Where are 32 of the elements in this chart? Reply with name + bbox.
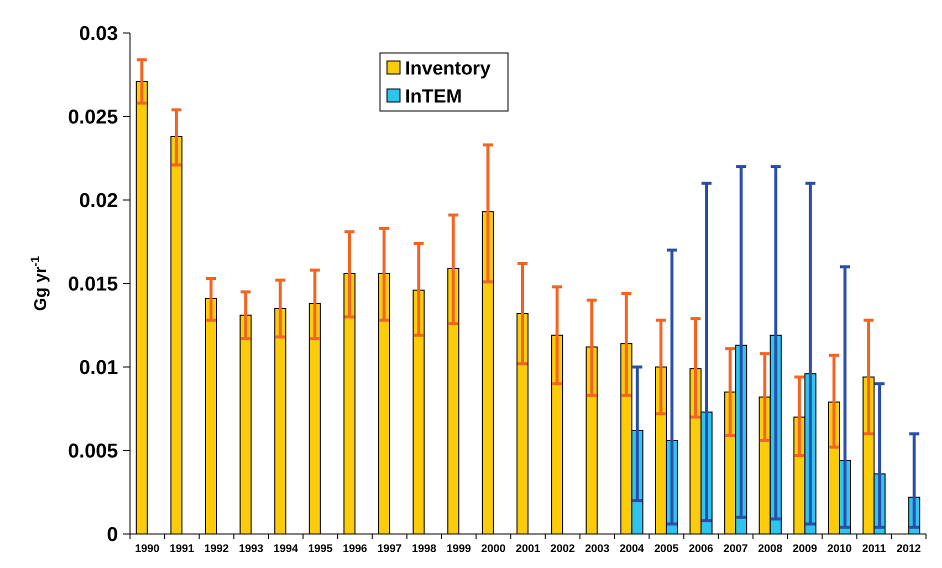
x-tick-label: 1994 [273,543,299,555]
x-tick-label: 2003 [584,543,610,555]
x-tick-label: 2001 [516,543,540,555]
x-tick-label: 1998 [412,543,436,555]
x-tick-label: 1999 [446,543,472,555]
legend-label: Inventory [405,58,491,80]
x-tick-label: 1996 [342,543,368,555]
x-tick-label: 2004 [620,543,645,555]
x-tick-label: 2012 [896,543,921,555]
x-tick-label: 1990 [135,543,160,555]
x-tick-label: 2009 [792,543,818,555]
x-tick-label: 2007 [723,543,748,555]
x-tick-label: 2002 [550,543,575,555]
x-tick-label: 2005 [654,543,679,555]
legend-label: InTEM [405,86,462,108]
x-tick-label: 1991 [170,543,194,555]
x-tick-label: 1993 [238,543,264,555]
x-tick-label: 2008 [758,543,783,555]
y-tick-label: 0.03 [79,23,118,45]
x-tick-label: 2000 [481,543,506,555]
x-tick-label: 1997 [377,543,402,555]
y-tick-label: 0.02 [79,190,118,212]
x-tick-label: 1995 [308,543,333,555]
y-tick-label: 0 [106,524,118,546]
x-tick-label: 2006 [688,543,714,555]
x-tick-label: 2010 [827,543,852,555]
y-tick-label: 0.015 [68,274,118,296]
y-tick-label: 0.005 [68,440,118,462]
x-tick-label: 2011 [862,543,886,555]
x-tick-label: 1992 [204,543,229,555]
y-tick-label: 0.01 [79,357,118,379]
y-tick-label: 0.025 [68,106,118,128]
